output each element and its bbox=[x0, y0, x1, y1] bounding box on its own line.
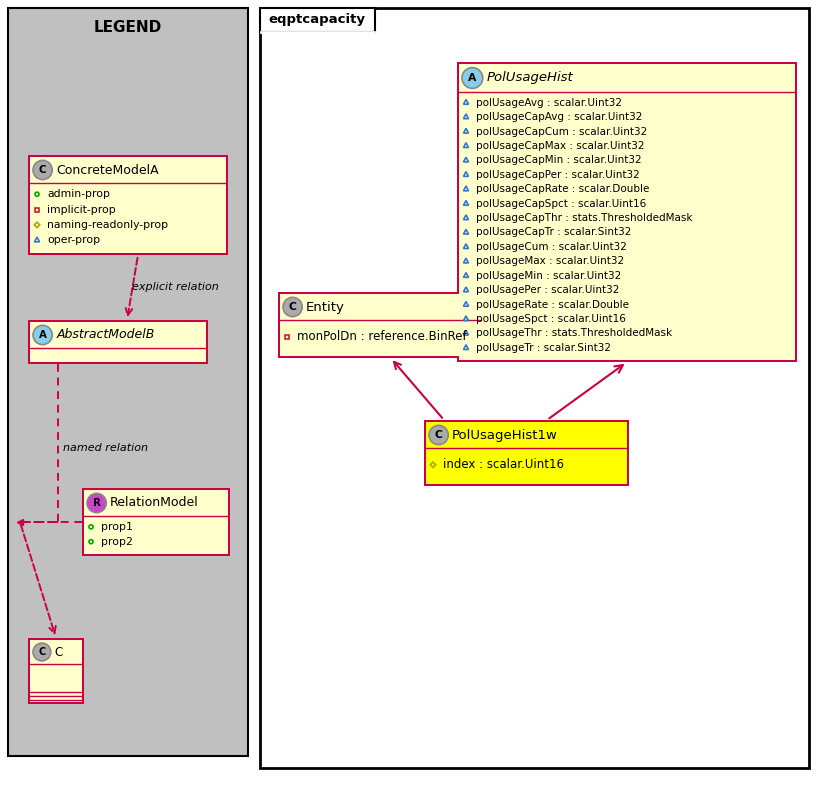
Text: polUsageCapCum : scalar.Uint32: polUsageCapCum : scalar.Uint32 bbox=[476, 127, 647, 137]
Bar bbox=[30, 640, 82, 664]
Bar bbox=[30, 322, 206, 348]
Bar bbox=[30, 183, 226, 253]
Circle shape bbox=[429, 425, 449, 445]
Bar bbox=[278, 292, 483, 358]
Text: AbstractModelB: AbstractModelB bbox=[56, 329, 154, 341]
Text: polUsageMax : scalar.Uint32: polUsageMax : scalar.Uint32 bbox=[476, 256, 624, 266]
Bar bbox=[28, 155, 228, 255]
Text: oper-prop: oper-prop bbox=[47, 235, 100, 245]
Circle shape bbox=[33, 643, 51, 661]
Text: prop1: prop1 bbox=[101, 522, 133, 532]
Text: C: C bbox=[288, 302, 297, 312]
Text: admin-prop: admin-prop bbox=[47, 189, 110, 199]
Bar bbox=[285, 335, 289, 339]
Text: Entity: Entity bbox=[306, 300, 345, 314]
Text: ConcreteModelA: ConcreteModelA bbox=[56, 163, 158, 177]
Circle shape bbox=[462, 68, 483, 88]
Bar bbox=[82, 488, 230, 556]
Bar bbox=[30, 348, 206, 362]
Bar bbox=[426, 448, 627, 484]
Circle shape bbox=[87, 494, 106, 512]
Text: polUsageCapTr : scalar.Sint32: polUsageCapTr : scalar.Sint32 bbox=[476, 227, 632, 237]
Text: polUsageSpct : scalar.Uint16: polUsageSpct : scalar.Uint16 bbox=[476, 314, 626, 324]
Text: explicit relation: explicit relation bbox=[132, 282, 219, 292]
Bar bbox=[280, 320, 481, 356]
Bar bbox=[260, 8, 375, 32]
Bar bbox=[260, 8, 809, 768]
Bar bbox=[28, 320, 208, 364]
Text: PolUsageHist1w: PolUsageHist1w bbox=[453, 428, 558, 442]
Bar bbox=[30, 664, 82, 702]
Text: polUsageCapAvg : scalar.Uint32: polUsageCapAvg : scalar.Uint32 bbox=[476, 112, 642, 122]
Text: C: C bbox=[55, 645, 63, 659]
Text: polUsageAvg : scalar.Uint32: polUsageAvg : scalar.Uint32 bbox=[476, 97, 622, 108]
Text: C: C bbox=[38, 647, 46, 657]
Text: polUsageCapSpct : scalar.Uint16: polUsageCapSpct : scalar.Uint16 bbox=[476, 199, 646, 208]
Bar bbox=[459, 64, 795, 92]
Text: polUsageCapRate : scalar.Double: polUsageCapRate : scalar.Double bbox=[476, 184, 650, 194]
Bar bbox=[35, 208, 39, 211]
Text: polUsageCapPer : scalar.Uint32: polUsageCapPer : scalar.Uint32 bbox=[476, 170, 640, 180]
Text: polUsageRate : scalar.Double: polUsageRate : scalar.Double bbox=[476, 299, 629, 310]
Text: naming-readonly-prop: naming-readonly-prop bbox=[47, 220, 168, 230]
Text: RelationModel: RelationModel bbox=[110, 497, 199, 509]
Text: polUsageThr : stats.ThresholdedMask: polUsageThr : stats.ThresholdedMask bbox=[476, 329, 672, 339]
Text: implicit-prop: implicit-prop bbox=[47, 204, 116, 215]
Text: LEGEND: LEGEND bbox=[94, 20, 162, 35]
Text: prop2: prop2 bbox=[101, 537, 133, 546]
Circle shape bbox=[283, 297, 302, 317]
Text: named relation: named relation bbox=[63, 443, 148, 453]
Bar bbox=[84, 516, 228, 554]
Text: index : scalar.Uint16: index : scalar.Uint16 bbox=[443, 458, 564, 472]
Text: polUsageCapMin : scalar.Uint32: polUsageCapMin : scalar.Uint32 bbox=[476, 156, 641, 165]
Text: polUsageMin : scalar.Uint32: polUsageMin : scalar.Uint32 bbox=[476, 270, 621, 281]
Bar bbox=[280, 294, 481, 320]
Text: polUsageTr : scalar.Sint32: polUsageTr : scalar.Sint32 bbox=[476, 343, 611, 353]
Circle shape bbox=[33, 160, 52, 180]
Text: polUsageCapThr : stats.ThresholdedMask: polUsageCapThr : stats.ThresholdedMask bbox=[476, 213, 693, 223]
Text: polUsageCapMax : scalar.Uint32: polUsageCapMax : scalar.Uint32 bbox=[476, 141, 645, 151]
Bar bbox=[262, 32, 807, 766]
Text: C: C bbox=[39, 165, 47, 175]
Text: R: R bbox=[92, 498, 100, 508]
Bar bbox=[457, 62, 797, 362]
Bar bbox=[426, 422, 627, 448]
Text: A: A bbox=[468, 73, 476, 83]
Text: PolUsageHist: PolUsageHist bbox=[487, 72, 574, 85]
Bar bbox=[8, 8, 248, 756]
Circle shape bbox=[33, 325, 52, 344]
Bar bbox=[424, 420, 629, 486]
Text: polUsagePer : scalar.Uint32: polUsagePer : scalar.Uint32 bbox=[476, 285, 619, 296]
Text: eqptcapacity: eqptcapacity bbox=[268, 13, 365, 27]
Bar bbox=[30, 157, 226, 183]
Text: polUsageCum : scalar.Uint32: polUsageCum : scalar.Uint32 bbox=[476, 242, 627, 252]
Bar bbox=[28, 638, 84, 704]
Bar bbox=[84, 490, 228, 516]
Text: monPolDn : reference.BinRef: monPolDn : reference.BinRef bbox=[297, 330, 467, 343]
Text: C: C bbox=[435, 430, 443, 440]
Bar bbox=[459, 92, 795, 360]
Text: A: A bbox=[38, 330, 47, 340]
